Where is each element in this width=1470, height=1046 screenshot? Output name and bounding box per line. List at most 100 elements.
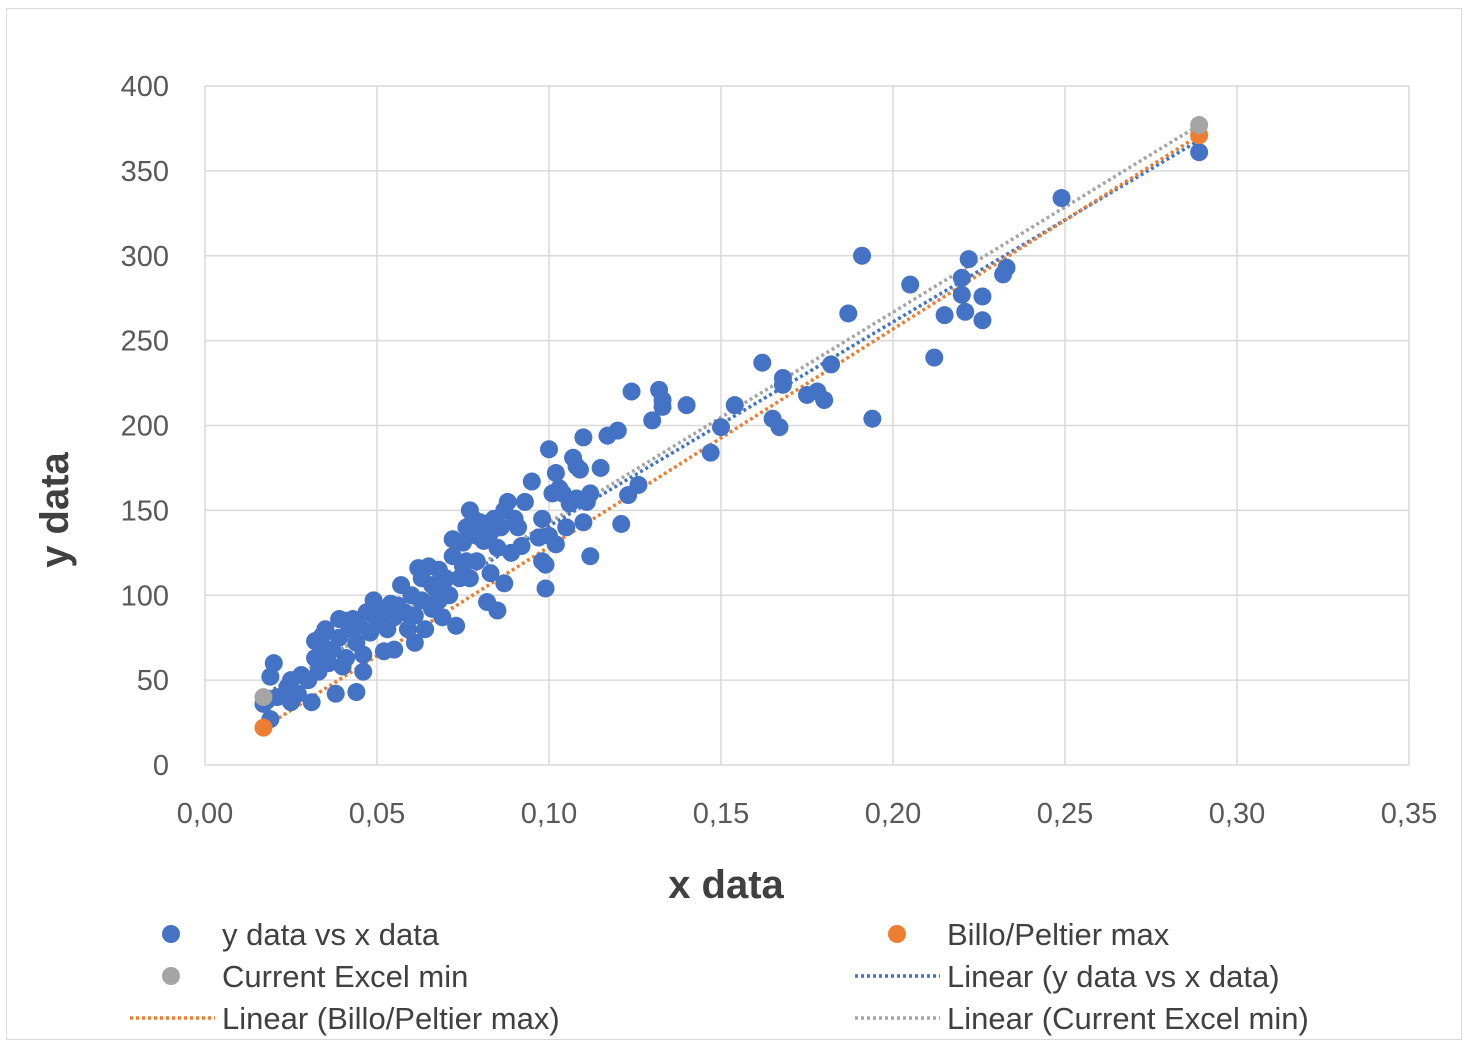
data-point-series-0 [436,569,455,588]
data-point-series-0 [591,458,610,477]
y-tick-label: 100 [121,580,169,612]
x-tick-label: 0,30 [1209,798,1265,830]
data-point-series-0 [935,306,954,325]
x-tick-label: 0,15 [693,798,749,830]
y-tick-label: 0 [153,750,169,782]
data-point-series-0 [753,353,772,372]
trendlines [262,123,1201,730]
data-point-series-0 [433,608,452,627]
data-point-series-0 [952,285,971,304]
data-point-series-0 [712,418,730,437]
x-tick-label: 0,20 [865,798,921,830]
data-point-series-0 [901,275,920,294]
legend-label-linear-y-data: Linear (y data vs x data) [947,959,1280,994]
data-point-series-0 [454,533,472,552]
data-point-series-0 [701,443,720,462]
legend-label-linear-current-excel: Linear (Current Excel min) [947,1001,1309,1036]
x-tick-label: 0,00 [177,798,233,830]
data-point-series-0 [815,391,834,410]
data-point-series-0 [1190,143,1209,162]
data-point-series-0 [467,552,486,571]
data-point-series-0 [405,606,424,625]
data-point-series-0 [488,538,507,557]
legend-label-linear-billo: Linear (Billo/Peltier max) [222,1001,560,1036]
y-tick-label: 400 [121,71,169,103]
data-point-series-0 [440,586,459,605]
data-point-series-0 [677,396,696,415]
data-point-series-0 [629,475,648,494]
data-point-series-0 [354,645,373,664]
gridlines [204,85,1410,766]
y-tick-label: 200 [121,411,169,443]
legend-label-current-excel: Current Excel min [222,959,468,994]
data-point-series-0 [952,268,971,287]
data-point-series-0 [770,418,789,437]
data-point-series-0 [643,411,662,430]
y-tick-label: 50 [137,665,169,697]
legend-label-billo-peltier: Billo/Peltier max [947,917,1170,952]
data-point-series-0 [853,246,872,265]
data-point-series-0 [398,620,417,639]
data-point-series-0 [546,535,565,554]
data-point-series-0 [570,460,589,479]
data-point-series-2 [254,688,273,707]
data-point-series-0 [608,421,627,440]
y-tick-label: 150 [121,495,169,527]
data-point-series-0 [956,302,975,321]
x-axis-ticks: 0,00 0,05 0,10 0,15 0,20 0,25 0,30 0,35 [177,798,1437,830]
data-point-series-0 [491,518,510,537]
data-point-series-1 [254,718,273,737]
data-point-series-0 [540,440,558,459]
data-point-series-0 [288,684,307,703]
data-point-series-0 [925,348,944,367]
x-tick-label: 0,25 [1037,798,1093,830]
data-point-series-0 [488,601,507,620]
data-point-series-0 [509,518,528,537]
legend-label-y-data: y data vs x data [222,917,440,952]
data-point-series-0 [515,492,534,511]
data-point-series-0 [385,640,404,659]
data-point-series-0 [533,509,552,528]
y-axis-title: y data [33,451,77,567]
data-point-series-0 [261,667,280,686]
data-point-series-0 [973,287,992,306]
data-point-series-0 [725,396,744,415]
data-point-series-0 [522,472,541,491]
x-axis-title: x data [668,863,784,907]
data-point-series-0 [512,537,531,556]
data-point-series-0 [1052,189,1071,208]
data-point-series-0 [536,555,555,574]
data-point-series-0 [460,569,479,588]
data-point-series-0 [959,250,978,269]
data-point-series-0 [612,514,631,533]
y-axis-ticks: 0 50 100 150 200 250 300 350 400 [121,71,169,782]
data-point-series-0 [622,382,641,401]
y-tick-label: 350 [121,156,169,188]
y-tick-label: 300 [121,241,169,273]
data-point-series-2 [1190,116,1209,135]
legend-marker-billo-peltier [888,925,906,943]
data-point-series-0 [653,391,672,410]
data-points [254,116,1209,737]
data-point-series-0 [574,513,593,532]
data-point-series-0 [337,649,356,668]
data-point-series-0 [264,654,283,673]
data-point-series-0 [316,620,335,639]
data-point-series-0 [347,683,366,702]
x-tick-label: 0,35 [1381,798,1437,830]
trendline-1 [262,133,1201,730]
legend-marker-current-excel [162,967,180,985]
data-point-series-0 [997,258,1016,277]
data-point-series-0 [574,428,593,447]
legend-marker-y-data [162,925,180,943]
data-point-series-0 [839,304,858,323]
data-point-series-0 [773,375,792,394]
data-point-series-0 [863,409,882,428]
data-point-series-0 [326,684,345,703]
data-point-series-0 [447,616,466,635]
data-point-series-0 [536,579,555,598]
data-point-series-0 [498,492,517,511]
data-point-series-0 [546,464,565,483]
y-tick-label: 250 [121,326,169,358]
